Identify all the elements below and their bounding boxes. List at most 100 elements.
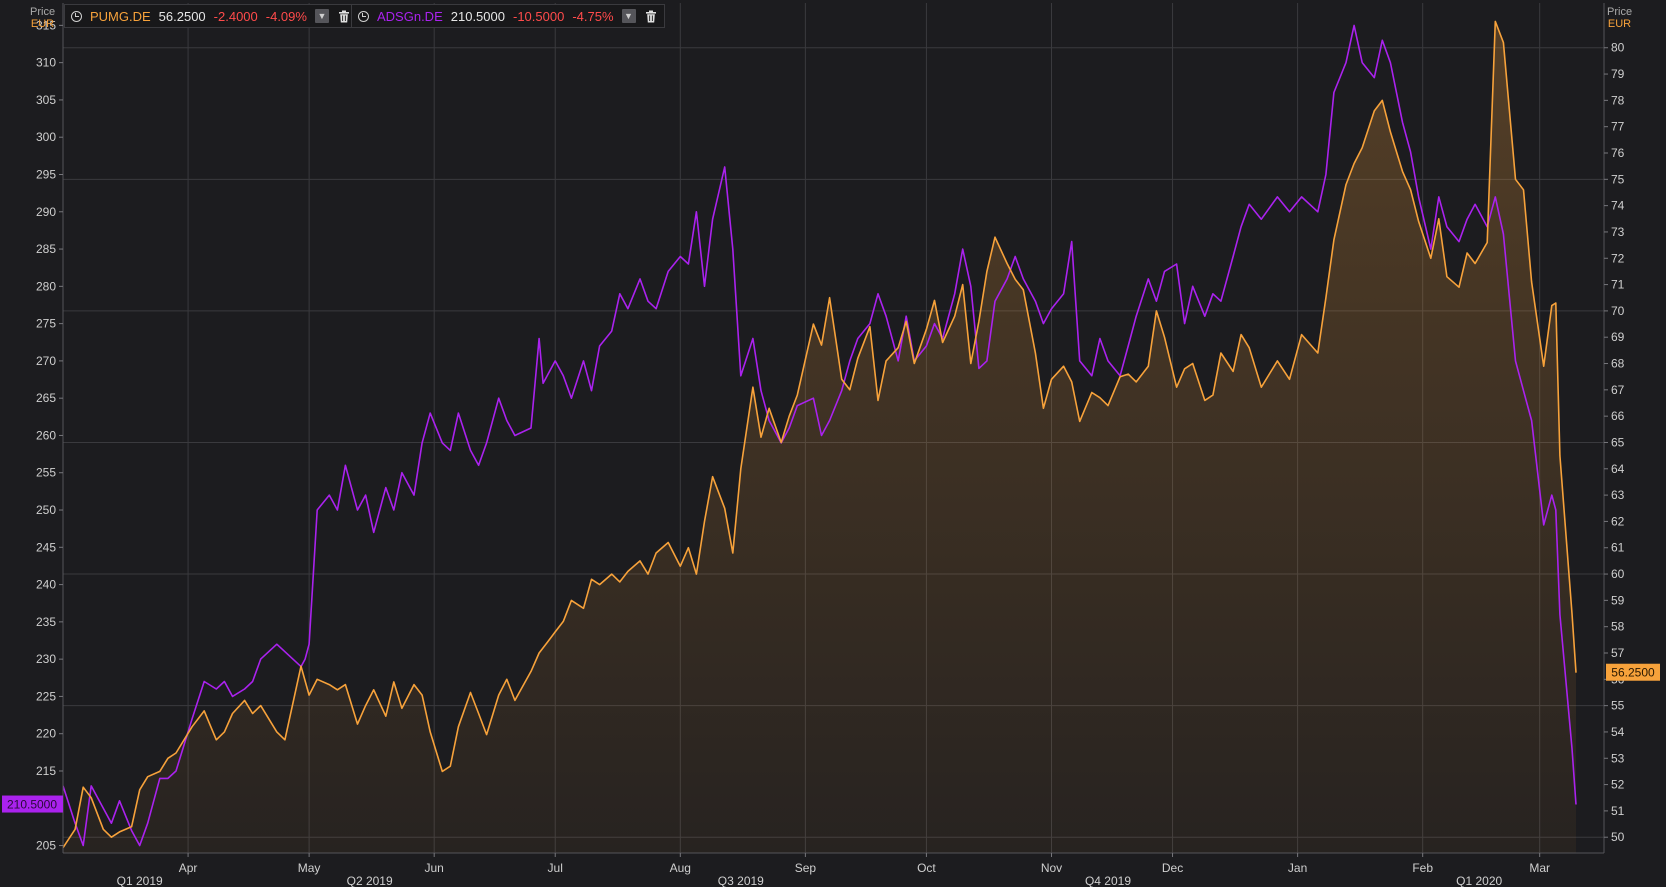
legend-pumg-value: 56.2500 <box>158 8 206 24</box>
quarter-label: Q4 2019 <box>1085 874 1131 887</box>
left-tick-label: 280 <box>36 279 56 293</box>
pumg-area-fill <box>63 21 1576 853</box>
right-tick-label: 53 <box>1611 751 1625 765</box>
month-label: Mar <box>1529 861 1550 875</box>
month-label: Feb <box>1412 861 1433 875</box>
left-tick-label: 205 <box>36 839 56 853</box>
right-axis-title: Price EUR <box>1607 6 1632 30</box>
trash-icon[interactable] <box>644 9 658 23</box>
right-tick-label: 52 <box>1611 778 1625 792</box>
clock-icon[interactable] <box>358 10 369 22</box>
right-tick-label: 58 <box>1611 620 1625 634</box>
quarter-label: Q3 2019 <box>718 874 764 887</box>
legend-adsgn-pct: -4.75% <box>572 8 614 24</box>
right-tick-label: 50 <box>1611 830 1625 844</box>
pumg-last-value-label: 56.2500 <box>1611 666 1655 680</box>
right-tick-label: 59 <box>1611 593 1625 607</box>
quarter-label: Q2 2019 <box>347 874 393 887</box>
legend-adsgn[interactable]: ADSGn.DE 210.5000 -10.5000 -4.75% ▼ <box>351 4 665 28</box>
left-tick-label: 270 <box>36 354 56 368</box>
right-tick-label: 60 <box>1611 567 1625 581</box>
legend-pumg[interactable]: PUMG.DE 56.2500 -2.4000 -4.09% ▼ <box>64 4 358 28</box>
legend-adsgn-symbol[interactable]: ADSGn.DE <box>377 8 443 24</box>
month-label: Dec <box>1162 861 1183 875</box>
left-tick-label: 260 <box>36 428 56 442</box>
right-tick-label: 77 <box>1611 120 1625 134</box>
left-tick-label: 230 <box>36 652 56 666</box>
right-tick-label: 66 <box>1611 409 1625 423</box>
left-tick-label: 225 <box>36 689 56 703</box>
adsgn-last-value-box <box>2 795 63 813</box>
left-tick-label: 290 <box>36 205 56 219</box>
right-tick-label: 75 <box>1611 172 1625 186</box>
right-tick-label: 51 <box>1611 804 1625 818</box>
right-tick-label: 72 <box>1611 251 1625 265</box>
month-label: Nov <box>1041 861 1062 875</box>
right-tick-label: 54 <box>1611 725 1625 739</box>
quarter-label: Q1 2019 <box>117 874 163 887</box>
right-tick-label: 64 <box>1611 462 1625 476</box>
adsgn-last-value-label: 210.5000 <box>7 798 57 812</box>
right-tick-label: 67 <box>1611 383 1625 397</box>
right-tick-label: 63 <box>1611 488 1625 502</box>
legend-pumg-change: -2.4000 <box>213 8 258 24</box>
left-tick-label: 235 <box>36 615 56 629</box>
left-tick-label: 215 <box>36 764 56 778</box>
left-tick-label: 305 <box>36 93 56 107</box>
right-tick-label: 70 <box>1611 304 1625 318</box>
chevron-down-icon[interactable]: ▼ <box>314 9 329 23</box>
trash-icon[interactable] <box>337 9 351 23</box>
left-tick-label: 265 <box>36 391 56 405</box>
chevron-down-icon[interactable]: ▼ <box>621 9 636 23</box>
month-label: Oct <box>917 861 936 875</box>
right-tick-label: 74 <box>1611 199 1625 213</box>
left-tick-label: 220 <box>36 727 56 741</box>
left-tick-label: 285 <box>36 242 56 256</box>
left-tick-label: 310 <box>36 56 56 70</box>
month-label: Jan <box>1288 861 1307 875</box>
right-tick-label: 62 <box>1611 514 1625 528</box>
left-tick-label: 240 <box>36 578 56 592</box>
left-axis-title-unit: EUR <box>30 18 55 30</box>
right-tick-label: 80 <box>1611 41 1625 55</box>
right-tick-label: 61 <box>1611 541 1625 555</box>
right-tick-label: 76 <box>1611 146 1625 160</box>
left-axis-title-label: Price <box>30 6 56 18</box>
left-axis-title: Price EUR <box>30 6 55 30</box>
right-tick-label: 73 <box>1611 225 1625 239</box>
right-axis-title-label: Price <box>1607 6 1633 18</box>
legend-pumg-pct: -4.09% <box>265 8 307 24</box>
right-tick-label: 65 <box>1611 435 1625 449</box>
quarter-axis-labels: Q1 2019 Q2 2019 Q3 2019 Q4 2019 Q1 2020 <box>117 874 1503 887</box>
right-tick-label: 69 <box>1611 330 1625 344</box>
left-tick-label: 275 <box>36 317 56 331</box>
left-tick-label: 250 <box>36 503 56 517</box>
series-layer <box>63 20 1577 853</box>
legend-pumg-symbol[interactable]: PUMG.DE <box>90 8 151 24</box>
right-tick-label: 57 <box>1611 646 1625 660</box>
right-axis-ticks: 5051525354555657585960616263646566676869… <box>1604 41 1625 844</box>
left-tick-label: 245 <box>36 540 56 554</box>
left-tick-label: 255 <box>36 466 56 480</box>
month-label: Sep <box>795 861 817 875</box>
quarter-label: Q1 2020 <box>1456 874 1502 887</box>
month-axis-labels: Apr May Jun Jul Aug Sep Oct Nov Dec Jan Feb Mar <box>179 853 1550 875</box>
right-axis-title-unit: EUR <box>1607 18 1632 30</box>
month-label: Jun <box>425 861 444 875</box>
left-tick-label: 315 <box>36 18 56 32</box>
month-label: May <box>298 861 321 875</box>
last-value-labels: 210.5000 56.2500 <box>2 663 1660 813</box>
month-label: Jul <box>548 861 563 875</box>
right-tick-label: 78 <box>1611 93 1625 107</box>
clock-icon[interactable] <box>71 10 82 22</box>
right-tick-label: 68 <box>1611 357 1625 371</box>
left-tick-label: 300 <box>36 130 56 144</box>
right-tick-label: 71 <box>1611 278 1625 292</box>
left-tick-label: 295 <box>36 167 56 181</box>
month-label: Aug <box>670 861 691 875</box>
pumg-series-line <box>63 20 1577 849</box>
legend-adsgn-change: -10.5000 <box>512 8 565 24</box>
left-axis-ticks: 2052102152202252302352402452502552602652… <box>36 18 63 853</box>
pumg-last-value-box <box>1606 663 1660 681</box>
